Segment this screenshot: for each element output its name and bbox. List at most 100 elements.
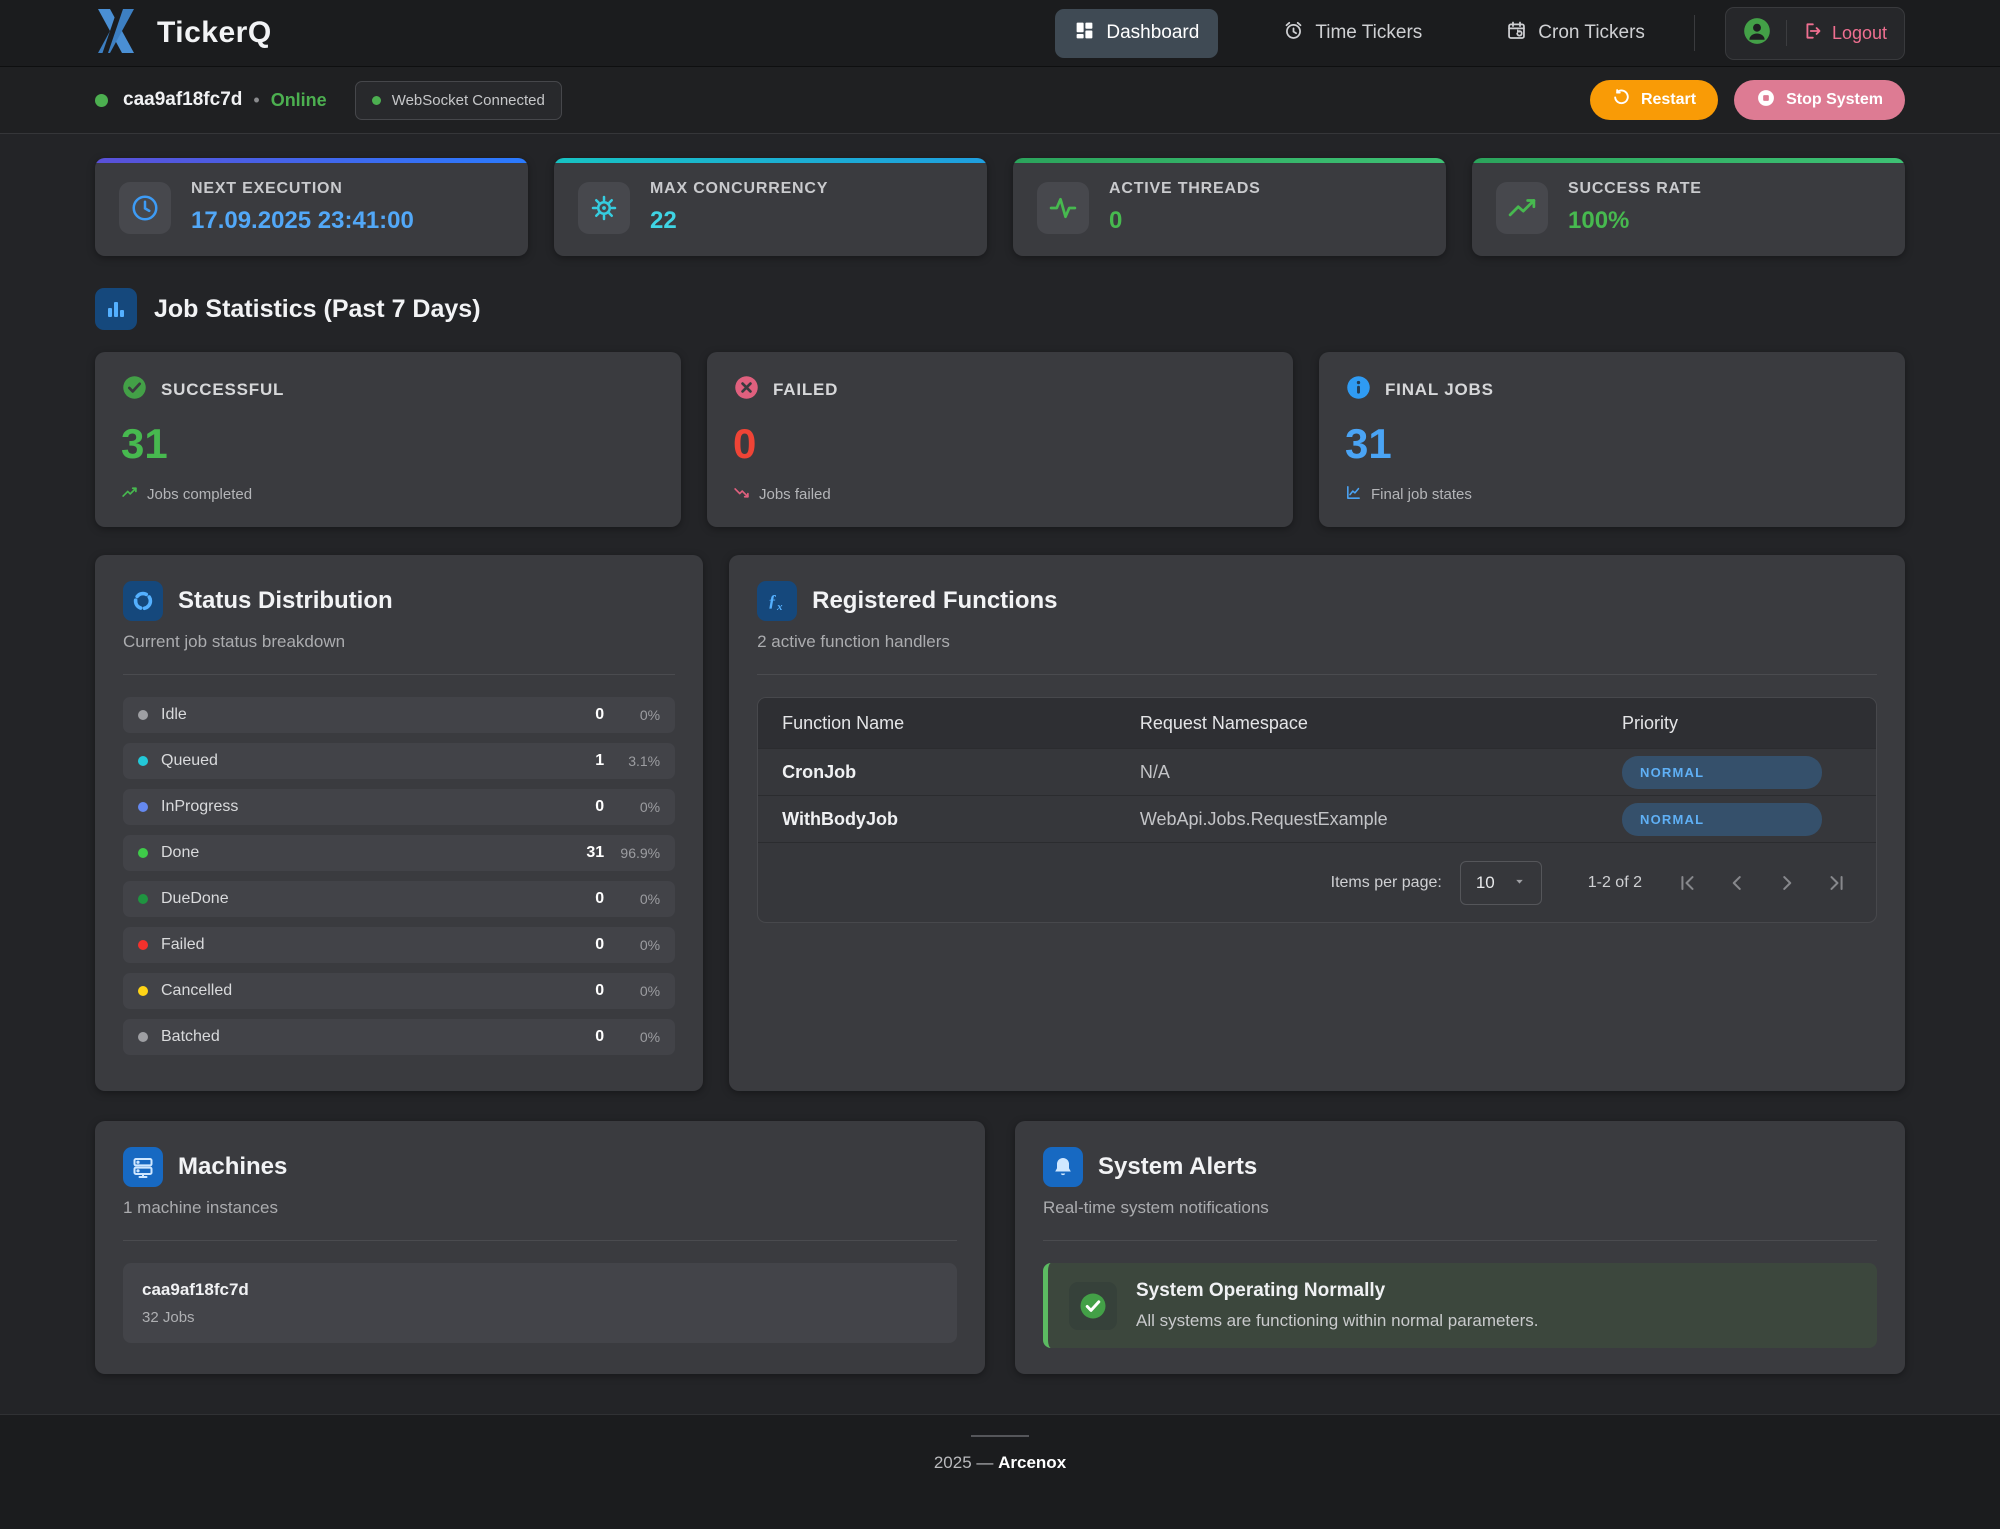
- divider: [1043, 1240, 1877, 1241]
- status-dot-icon: [138, 710, 148, 720]
- status-row-label: Done: [161, 844, 199, 862]
- job-statistics-title: Job Statistics (Past 7 Days): [154, 295, 481, 324]
- job-card-successful: SUCCESSFUL 31 Jobs completed: [95, 352, 681, 527]
- machines-panel: Machines 1 machine instances caa9af18fc7…: [95, 1121, 985, 1374]
- stat-value: 22: [650, 207, 828, 235]
- svg-text:ƒ: ƒ: [768, 591, 777, 610]
- status-row-batched: Batched 0 0%: [123, 1019, 675, 1055]
- restart-button[interactable]: Restart: [1590, 80, 1718, 120]
- items-per-page-value: 10: [1476, 873, 1495, 893]
- job-card-label: FINAL JOBS: [1385, 380, 1494, 400]
- status-row-duedone: DueDone 0 0%: [123, 881, 675, 917]
- stat-value: 17.09.2025 23:41:00: [191, 207, 414, 235]
- status-row-failed: Failed 0 0%: [123, 927, 675, 963]
- divider: [757, 674, 1877, 675]
- gear-icon: [578, 182, 630, 234]
- status-row-label: Queued: [161, 752, 218, 770]
- x-circle-icon: [733, 374, 760, 406]
- job-card-subtitle: Final job states: [1371, 486, 1472, 503]
- job-card-value: 31: [1345, 420, 1879, 468]
- bottom-row: Machines 1 machine instances caa9af18fc7…: [95, 1121, 1905, 1374]
- table-row: WithBodyJob WebApi.Jobs.RequestExample N…: [758, 795, 1876, 842]
- logout-icon: [1802, 21, 1822, 46]
- tab-time-tickers[interactable]: Time Tickers: [1264, 9, 1441, 58]
- server-icon: [123, 1147, 163, 1187]
- status-row-cancelled: Cancelled 0 0%: [123, 973, 675, 1009]
- status-row-idle: Idle 0 0%: [123, 697, 675, 733]
- footer: 2025 — Arcenox: [0, 1414, 2000, 1529]
- restart-label: Restart: [1641, 91, 1696, 109]
- machine-name: caa9af18fc7d: [142, 1280, 938, 1300]
- status-row-label: Failed: [161, 936, 205, 954]
- machines-subtitle: 1 machine instances: [123, 1198, 957, 1218]
- status-row-percent: 0%: [604, 937, 660, 953]
- info-circle-icon: [1345, 374, 1372, 406]
- calendar-refresh-icon: [1506, 20, 1527, 47]
- status-row-label: DueDone: [161, 890, 229, 908]
- status-dot-icon: [138, 894, 148, 904]
- status-row-count: 0: [595, 936, 604, 954]
- job-stats-row: SUCCESSFUL 31 Jobs completed: [95, 352, 1905, 527]
- request-namespace: WebApi.Jobs.RequestExample: [1140, 809, 1622, 830]
- status-dot-icon: [138, 986, 148, 996]
- footer-brand: Arcenox: [998, 1453, 1066, 1472]
- logout-label: Logout: [1832, 23, 1887, 44]
- registered-functions-panel: ƒ x Registered Functions 2 active functi…: [729, 555, 1905, 1091]
- status-row-label: Batched: [161, 1028, 220, 1046]
- tickerq-dashboard-page: TickerQ Dashboard: [0, 0, 2000, 1529]
- stop-system-button[interactable]: Stop System: [1734, 80, 1905, 120]
- status-row-percent: 0%: [604, 707, 660, 723]
- status-row-label: Cancelled: [161, 982, 232, 1000]
- restart-icon: [1612, 88, 1631, 112]
- first-page-button[interactable]: [1676, 872, 1698, 894]
- divider: [123, 1240, 957, 1241]
- items-per-page-select[interactable]: 10: [1460, 861, 1542, 905]
- job-card-value: 0: [733, 420, 1267, 468]
- function-name: CronJob: [782, 762, 1140, 783]
- check-circle-icon: [1069, 1282, 1117, 1330]
- tab-dashboard[interactable]: Dashboard: [1055, 9, 1218, 58]
- footer-year: 2025 —: [934, 1453, 994, 1472]
- previous-page-button[interactable]: [1726, 872, 1748, 894]
- stat-value: 0: [1109, 207, 1261, 235]
- logout-button[interactable]: Logout: [1802, 21, 1887, 46]
- tab-time-tickers-label: Time Tickers: [1315, 22, 1422, 44]
- last-page-button[interactable]: [1826, 872, 1848, 894]
- divider: [123, 674, 675, 675]
- donut-chart-icon: [123, 581, 163, 621]
- priority-badge: NORMAL: [1622, 756, 1822, 789]
- user-box-divider: [1786, 20, 1787, 46]
- table-paginator: Items per page: 10 1-2 of 2: [758, 842, 1876, 922]
- column-function-name: Function Name: [782, 713, 1140, 734]
- registered-functions-subtitle: 2 active function handlers: [757, 632, 1877, 652]
- table-header: Function Name Request Namespace Priority: [758, 698, 1876, 748]
- stat-cards-row: NEXT EXECUTION 17.09.2025 23:41:00: [95, 158, 1905, 256]
- status-distribution-panel: Status Distribution Current job status b…: [95, 555, 703, 1091]
- check-circle-icon: [121, 374, 148, 406]
- status-row-percent: 96.9%: [604, 845, 660, 861]
- system-alerts-panel: System Alerts Real-time system notificat…: [1015, 1121, 1905, 1374]
- instance-id: caa9af18fc7d: [123, 89, 242, 111]
- status-row-count: 1: [595, 752, 604, 770]
- next-page-button[interactable]: [1776, 872, 1798, 894]
- column-priority: Priority: [1622, 713, 1852, 734]
- trend-up-icon: [121, 484, 138, 505]
- job-statistics-header: Job Statistics (Past 7 Days): [95, 288, 1905, 330]
- status-row-count: 0: [595, 982, 604, 1000]
- user-avatar-icon[interactable]: [1743, 17, 1771, 50]
- separator: •: [253, 90, 259, 111]
- tab-cron-tickers[interactable]: Cron Tickers: [1487, 9, 1664, 58]
- job-card-final-jobs: FINAL JOBS 31 Final job states: [1319, 352, 1905, 527]
- alert-message: All systems are functioning within norma…: [1136, 1311, 1539, 1331]
- status-row-count: 0: [595, 890, 604, 908]
- paginator-range: 1-2 of 2: [1588, 874, 1642, 892]
- main-content: NEXT EXECUTION 17.09.2025 23:41:00: [95, 134, 1905, 1414]
- footer-divider: [971, 1435, 1029, 1437]
- chevron-down-icon: [1513, 873, 1526, 893]
- status-dot-icon: [138, 802, 148, 812]
- top-nav: TickerQ Dashboard: [0, 0, 2000, 67]
- status-dot-icon: [138, 1032, 148, 1042]
- bar-chart-icon: [95, 288, 137, 330]
- stat-value: 100%: [1568, 207, 1702, 235]
- footer-text: 2025 — Arcenox: [0, 1453, 2000, 1473]
